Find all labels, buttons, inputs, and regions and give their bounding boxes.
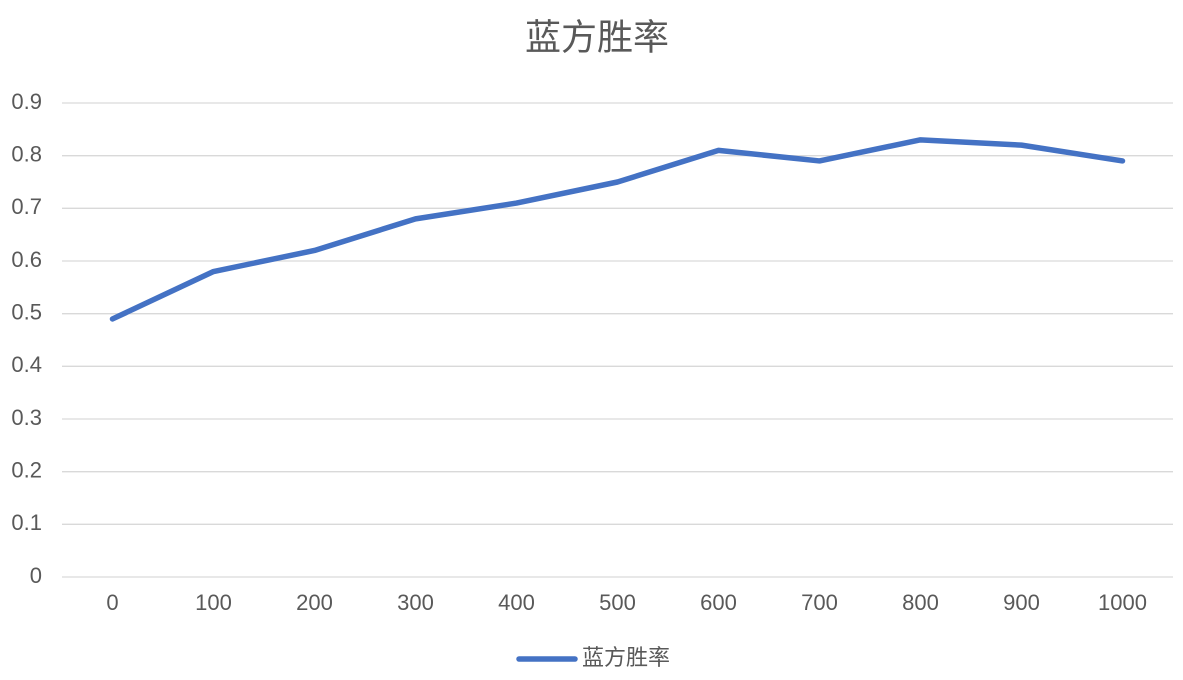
x-tick-label: 700 xyxy=(801,590,838,615)
y-tick-label: 0 xyxy=(30,563,42,588)
x-tick-label: 100 xyxy=(195,590,232,615)
x-tick-label: 800 xyxy=(902,590,939,615)
x-tick-label: 500 xyxy=(599,590,636,615)
chart-title: 蓝方胜率 xyxy=(525,17,669,58)
x-tick-label: 600 xyxy=(700,590,737,615)
y-tick-label: 0.2 xyxy=(11,457,42,482)
x-tick-label: 400 xyxy=(498,590,535,615)
x-tick-label: 0 xyxy=(106,590,118,615)
y-tick-label: 0.9 xyxy=(11,89,42,114)
y-tick-label: 0.5 xyxy=(11,299,42,324)
y-tick-label: 0.1 xyxy=(11,510,42,535)
x-tick-label: 200 xyxy=(296,590,333,615)
x-tick-label: 900 xyxy=(1003,590,1040,615)
y-tick-label: 0.8 xyxy=(11,141,42,166)
y-tick-label: 0.4 xyxy=(11,352,42,377)
data-line xyxy=(109,137,1126,322)
x-tick-label: 300 xyxy=(397,590,434,615)
legend-label: 蓝方胜率 xyxy=(582,645,670,670)
y-tick-label: 0.7 xyxy=(11,194,42,219)
y-tick-label: 0.6 xyxy=(11,247,42,272)
y-tick-label: 0.3 xyxy=(11,405,42,430)
x-tick-label: 1000 xyxy=(1098,590,1147,615)
